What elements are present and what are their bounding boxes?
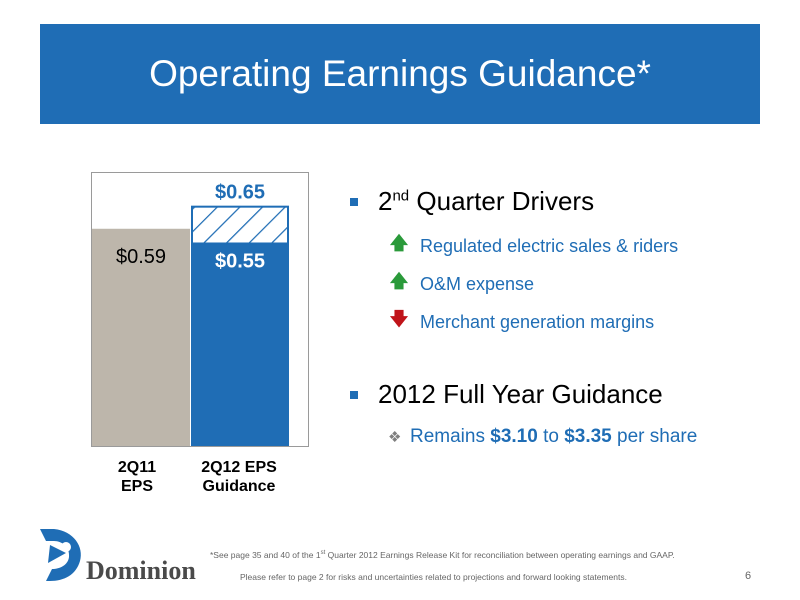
arrow-up-icon: 🡅 <box>389 233 409 253</box>
guidance-high: $3.35 <box>564 426 612 447</box>
drivers-heading-rest: Quarter Drivers <box>409 186 595 216</box>
footnote-sup: st <box>320 550 326 557</box>
dominion-logo: Dominion <box>36 525 221 590</box>
drivers-heading-number: 2 <box>378 186 393 216</box>
data-label-2q12-high: $0.65 <box>215 182 265 204</box>
square-bullet-icon <box>350 390 358 399</box>
guidance-pre: Remains <box>410 426 491 447</box>
bar-2q11 <box>92 228 190 446</box>
guidance-mid: to <box>537 426 565 447</box>
bar-2q12-range <box>191 205 289 245</box>
arrow-up-icon: 🡅 <box>389 271 409 291</box>
footnote: *See page 35 and 40 of the 1st Quarter 2… <box>210 550 675 560</box>
guidance-low: $3.10 <box>490 426 538 447</box>
slide-title: Operating Earnings Guidance* <box>149 53 651 94</box>
page-number: 6 <box>745 570 752 582</box>
data-label-2q12-low: $0.55 <box>215 250 265 272</box>
driver-text: Regulated electric sales & riders <box>420 235 679 256</box>
arrow-down-icon: 🡇 <box>389 309 409 329</box>
drivers-heading-text: 2nd Quarter Drivers <box>378 186 594 217</box>
eps-bar-chart: $0.59 $0.55 $0.65 <box>92 182 289 446</box>
tick-label-2q11: 2Q11 EPS <box>82 458 192 496</box>
dominion-logo-mark: Dominion <box>40 529 196 585</box>
tick-label-2q12: 2Q12 EPS Guidance <box>184 458 294 496</box>
footnote-post: Quarter 2012 Earnings Release Kit for re… <box>325 550 675 560</box>
guidance-item: ❖ Remains $3.10 to $3.35 per share <box>388 418 780 456</box>
guidance-heading-text: 2012 Full Year Guidance <box>378 379 663 409</box>
driver-text: O&M expense <box>420 273 535 294</box>
tick-label-line: 2Q12 EPS <box>201 459 277 476</box>
bar-2q12-low <box>191 243 289 446</box>
guidance-post: per share <box>611 426 698 447</box>
guidance-heading: 2012 Full Year Guidance <box>350 379 780 410</box>
drivers-heading: 2nd Quarter Drivers <box>350 186 780 217</box>
diamond-bullet-icon: ❖ <box>388 429 402 446</box>
chart-frame: $0.59 $0.55 $0.65 <box>91 172 309 447</box>
commentary-panel: 2nd Quarter Drivers 🡅 Regulated electric… <box>350 186 780 456</box>
square-bullet-icon <box>350 197 358 206</box>
title-bar: Operating Earnings Guidance* <box>40 24 760 124</box>
drivers-heading-sup: nd <box>392 187 410 205</box>
driver-item: 🡅 O&M expense <box>388 265 780 303</box>
guidance-text: Remains $3.10 to $3.35 per share <box>410 426 697 448</box>
driver-text: Merchant generation margins <box>420 311 655 332</box>
disclaimer: Please refer to page 2 for risks and unc… <box>240 572 627 582</box>
data-label-2q11: $0.59 <box>116 246 166 268</box>
footnote-pre: *See page 35 and 40 of the 1 <box>210 550 321 560</box>
logo-wordmark: Dominion <box>86 556 196 585</box>
tick-label-line: Guidance <box>202 478 276 495</box>
tick-label-line: 2Q11 <box>117 459 157 476</box>
driver-item: 🡇 Merchant generation margins <box>388 303 780 341</box>
tick-label-line: EPS <box>120 478 153 495</box>
driver-item: 🡅 Regulated electric sales & riders <box>388 227 780 265</box>
